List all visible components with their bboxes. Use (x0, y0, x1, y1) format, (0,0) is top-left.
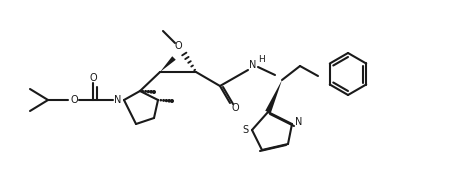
Circle shape (153, 91, 155, 93)
Text: O: O (70, 95, 78, 105)
Text: H: H (258, 55, 264, 65)
Text: O: O (174, 41, 182, 51)
Circle shape (142, 91, 143, 92)
Text: N: N (296, 117, 303, 127)
Circle shape (165, 100, 167, 102)
Circle shape (148, 91, 149, 93)
Polygon shape (265, 80, 282, 113)
Text: O: O (231, 103, 239, 113)
Text: N: N (114, 95, 122, 105)
Polygon shape (160, 56, 176, 72)
Text: N: N (249, 60, 257, 70)
Circle shape (163, 100, 165, 101)
Circle shape (168, 100, 170, 102)
Circle shape (150, 91, 152, 93)
Circle shape (160, 100, 161, 101)
Text: O: O (89, 73, 97, 83)
Circle shape (171, 100, 173, 102)
Text: S: S (242, 125, 248, 135)
Circle shape (145, 91, 146, 92)
